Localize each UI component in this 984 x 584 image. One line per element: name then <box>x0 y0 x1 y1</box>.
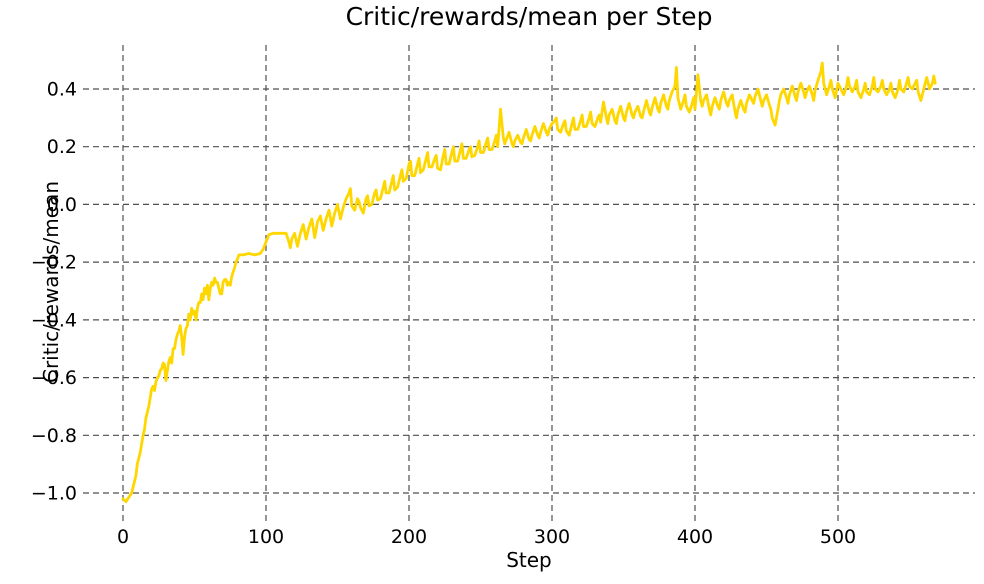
y-tick-label: −1.0 <box>31 483 77 505</box>
y-tick-label: −0.8 <box>31 425 77 447</box>
y-tick-label: −0.6 <box>31 367 77 389</box>
y-tick-label: −0.2 <box>31 252 77 274</box>
x-tick-label: 400 <box>677 526 713 548</box>
x-tick-label: 100 <box>248 526 284 548</box>
y-tick-label: −0.4 <box>31 309 77 331</box>
x-tick-label: 0 <box>117 526 129 548</box>
series-line-critic-rewards-mean <box>121 61 937 504</box>
y-tick-label: 0.0 <box>47 194 77 216</box>
y-axis-label: Critic/rewards/mean <box>39 180 63 384</box>
x-axis-label: Step <box>506 548 552 572</box>
y-tick-label: 0.4 <box>47 79 77 101</box>
x-tick-label: 500 <box>820 526 856 548</box>
x-tick-label: 200 <box>391 526 427 548</box>
x-tick-label: 300 <box>534 526 570 548</box>
chart-title: Critic/rewards/mean per Step <box>345 2 713 31</box>
y-tick-label: 0.2 <box>47 136 77 158</box>
